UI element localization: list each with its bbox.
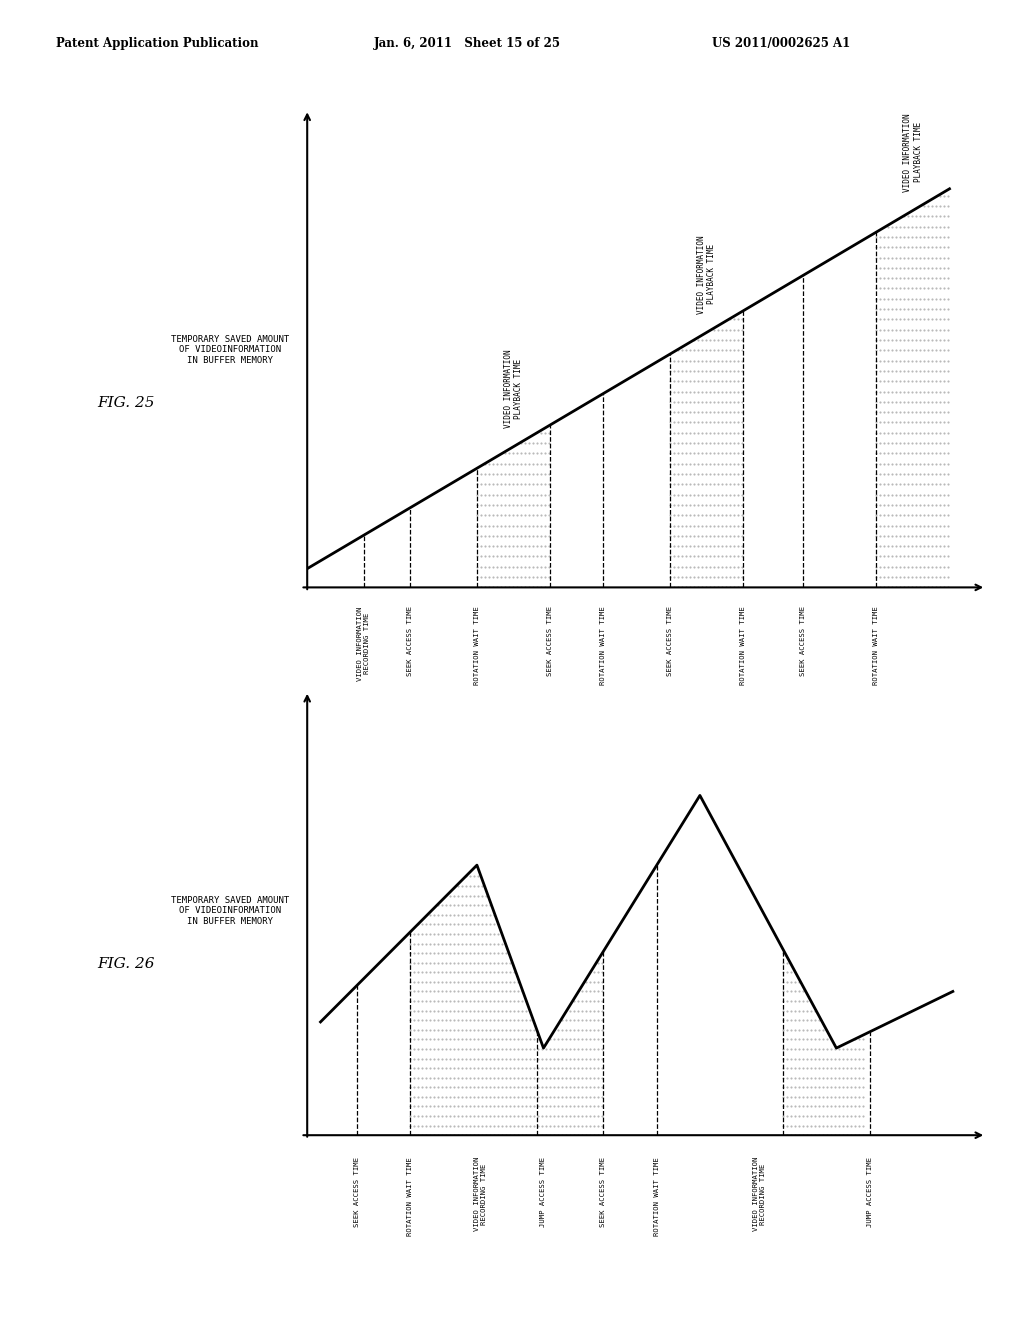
Text: VIDEO INFORMATION
PLAYBACK TIME: VIDEO INFORMATION PLAYBACK TIME	[504, 350, 523, 428]
Text: VIDEO INFORMATION
RECORDING TIME: VIDEO INFORMATION RECORDING TIME	[357, 606, 371, 681]
Text: JUMP ACCESS TIME: JUMP ACCESS TIME	[541, 1156, 547, 1228]
Text: US 2011/0002625 A1: US 2011/0002625 A1	[712, 37, 850, 50]
Text: VIDEO INFORMATION
RECORDING TIME: VIDEO INFORMATION RECORDING TIME	[754, 1156, 766, 1232]
Text: ROTATION WAIT TIME: ROTATION WAIT TIME	[740, 606, 746, 685]
Text: SEEK ACCESS TIME: SEEK ACCESS TIME	[800, 606, 806, 676]
Text: TEMPORARY SAVED AMOUNT
OF VIDEOINFORMATION
IN BUFFER MEMORY: TEMPORARY SAVED AMOUNT OF VIDEOINFORMATI…	[171, 896, 290, 925]
Text: VIDEO INFORMATION
PLAYBACK TIME: VIDEO INFORMATION PLAYBACK TIME	[903, 114, 923, 191]
Text: SEEK ACCESS TIME: SEEK ACCESS TIME	[408, 606, 414, 676]
Text: ROTATION WAIT TIME: ROTATION WAIT TIME	[474, 606, 480, 685]
Text: VIDEO INFORMATION
PLAYBACK TIME: VIDEO INFORMATION PLAYBACK TIME	[697, 235, 716, 314]
Text: SEEK ACCESS TIME: SEEK ACCESS TIME	[600, 1156, 606, 1228]
Text: ROTATION WAIT TIME: ROTATION WAIT TIME	[653, 1156, 659, 1236]
Text: Patent Application Publication: Patent Application Publication	[56, 37, 259, 50]
Text: FIG. 26: FIG. 26	[97, 957, 155, 970]
Text: ROTATION WAIT TIME: ROTATION WAIT TIME	[873, 606, 880, 685]
Text: SEEK ACCESS TIME: SEEK ACCESS TIME	[354, 1156, 360, 1228]
Text: FIG. 25: FIG. 25	[97, 396, 155, 409]
Text: Jan. 6, 2011   Sheet 15 of 25: Jan. 6, 2011 Sheet 15 of 25	[374, 37, 561, 50]
Text: ROTATION WAIT TIME: ROTATION WAIT TIME	[408, 1156, 414, 1236]
Text: ROTATION WAIT TIME: ROTATION WAIT TIME	[600, 606, 606, 685]
Text: JUMP ACCESS TIME: JUMP ACCESS TIME	[866, 1156, 872, 1228]
Text: TEMPORARY SAVED AMOUNT
OF VIDEOINFORMATION
IN BUFFER MEMORY: TEMPORARY SAVED AMOUNT OF VIDEOINFORMATI…	[171, 335, 290, 364]
Text: SEEK ACCESS TIME: SEEK ACCESS TIME	[547, 606, 553, 676]
Text: SEEK ACCESS TIME: SEEK ACCESS TIME	[667, 606, 673, 676]
Text: VIDEO INFORMATION
RECORDING TIME: VIDEO INFORMATION RECORDING TIME	[474, 1156, 486, 1232]
